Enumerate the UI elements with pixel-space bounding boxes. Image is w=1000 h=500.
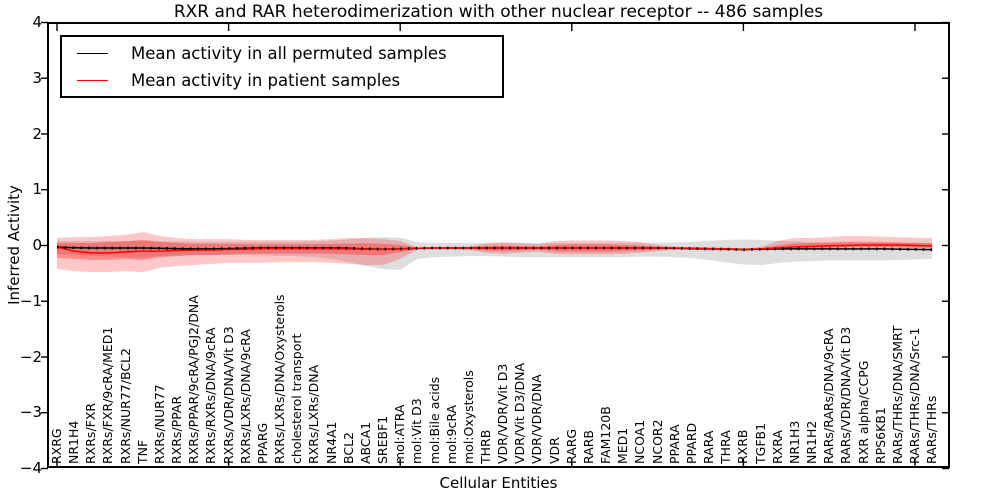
- y-tick-label: −1: [19, 291, 42, 310]
- x-tick-label: RARs/THRs/DNA/SMRT: [889, 325, 905, 464]
- x-tick-label: TNF: [134, 439, 150, 464]
- y-tick-label: 2: [32, 124, 42, 143]
- x-tick-label: ABCA1: [357, 421, 373, 464]
- permuted-range-band: [57, 237, 933, 271]
- x-tick-label: PPARD: [683, 422, 699, 464]
- x-tick-label: RXRB: [735, 429, 751, 464]
- legend: Mean activity in all permuted samples Me…: [60, 35, 504, 98]
- y-tick-label: 4: [32, 13, 42, 31]
- x-tick-label: mol:Vit D3: [409, 398, 425, 464]
- x-tick-label: RXR alpha/CCPG: [855, 360, 871, 464]
- y-tick-label: 1: [32, 180, 42, 199]
- y-tick-label: 3: [32, 68, 42, 87]
- x-tick-label: mol:Oxysterols: [460, 370, 476, 464]
- chart-canvas: [41, 21, 950, 470]
- x-tick-label: RXRs/VDR/DNA/Vit D3: [220, 326, 236, 464]
- x-tick-label: NR4A1: [323, 421, 339, 465]
- y-tick-label: −3: [19, 403, 42, 422]
- x-tick-label: RXRs/RXRs/DNA/9cRA: [203, 327, 219, 464]
- x-tick-label: RXRs/NUR77/BCL2: [117, 348, 133, 464]
- x-tick-label: mol:Bile acids: [426, 376, 442, 464]
- x-tick-label: RXRs/PPAR/9cRA/PGJ2/DNA: [186, 295, 202, 464]
- x-tick-label: VDR: [546, 437, 562, 464]
- x-tick-label: RARs/RARs/DNA/9cRA: [821, 328, 837, 464]
- x-tick-label: PPARA: [666, 424, 682, 464]
- x-tick-label: RARG: [563, 428, 579, 464]
- y-tick-label: −2: [19, 347, 42, 366]
- x-tick-label: THRA: [718, 430, 734, 464]
- x-tick-label: THRB: [478, 429, 493, 464]
- plot-area: [41, 21, 950, 470]
- y-tick-label: 0: [32, 236, 42, 254]
- x-tick-label: cholesterol transport: [289, 333, 305, 464]
- legend-line-sample-permuted: [77, 52, 108, 54]
- x-tick-label: RXRs/LXRs/DNA/9cRA: [237, 329, 253, 464]
- legend-label-permuted: Mean activity in all permuted samples: [131, 43, 447, 63]
- x-tick-label: mol:ATRA: [392, 404, 408, 464]
- legend-label-patient: Mean activity in patient samples: [131, 70, 401, 90]
- x-tick-label: TGFB1: [752, 422, 768, 464]
- x-tick-label: NR1H3: [786, 420, 802, 464]
- x-tick-label: NR1H2: [804, 420, 820, 464]
- series-markers-0: [56, 245, 933, 252]
- x-tick-label: RXRs/LXRs/DNA/Oxysterols: [272, 294, 288, 464]
- x-tick-label: RXRs/FXR/9cRA/MED1: [100, 326, 116, 464]
- x-tick-label: VDR/VDR/DNA: [529, 374, 545, 464]
- y-tick-label: −4: [19, 459, 42, 477]
- x-tick-label: VDR/VDR/Vit D3: [495, 363, 511, 464]
- x-tick-label: RARs/VDR/DNA/Vit D3: [838, 326, 854, 464]
- x-tick-label: RXRA: [769, 430, 785, 464]
- patient-outer-range-band: [57, 232, 933, 272]
- legend-entry-permuted: Mean activity in all permuted samples: [62, 40, 502, 66]
- patient-inner-range-band: [57, 239, 933, 260]
- x-tick-label: RXRs/PPAR: [169, 395, 185, 464]
- x-tick-label: RXRs/NUR77: [151, 384, 167, 464]
- x-tick-label: RARA: [701, 430, 717, 464]
- x-tick-label: VDR/Vit D3/DNA: [512, 362, 528, 464]
- x-tick-label: BCL2: [340, 431, 356, 464]
- x-tick-label: RXRs/LXRs/DNA: [306, 364, 322, 464]
- x-tick-label: RARs/THRs/DNA/Src-1: [907, 327, 922, 464]
- x-tick-label: NCOR2: [649, 419, 665, 464]
- x-tick-label: NCOA1: [632, 419, 648, 464]
- x-tick-label: RPS6KB1: [872, 407, 888, 464]
- x-tick-label: RXRs/FXR: [83, 402, 99, 464]
- x-tick-label: mol:9cRA: [443, 404, 459, 464]
- x-tick-label: NR1H4: [66, 420, 82, 464]
- legend-entry-patient: Mean activity in patient samples: [62, 67, 502, 93]
- x-tick-label: RARB: [580, 430, 596, 464]
- x-tick-label: RXRG: [49, 428, 64, 464]
- x-tick-label: PPARG: [254, 422, 270, 464]
- x-tick-label: SREBF1: [375, 415, 391, 464]
- x-tick-label: MED1: [615, 427, 631, 464]
- x-tick-label: FAM120B: [598, 406, 614, 464]
- legend-line-sample-patient: [77, 79, 108, 81]
- chart-title: RXR and RAR heterodimerization with othe…: [173, 2, 824, 22]
- x-axis-label: Cellular Entities: [439, 474, 558, 492]
- x-tick-label: RARs/THRs: [924, 395, 940, 464]
